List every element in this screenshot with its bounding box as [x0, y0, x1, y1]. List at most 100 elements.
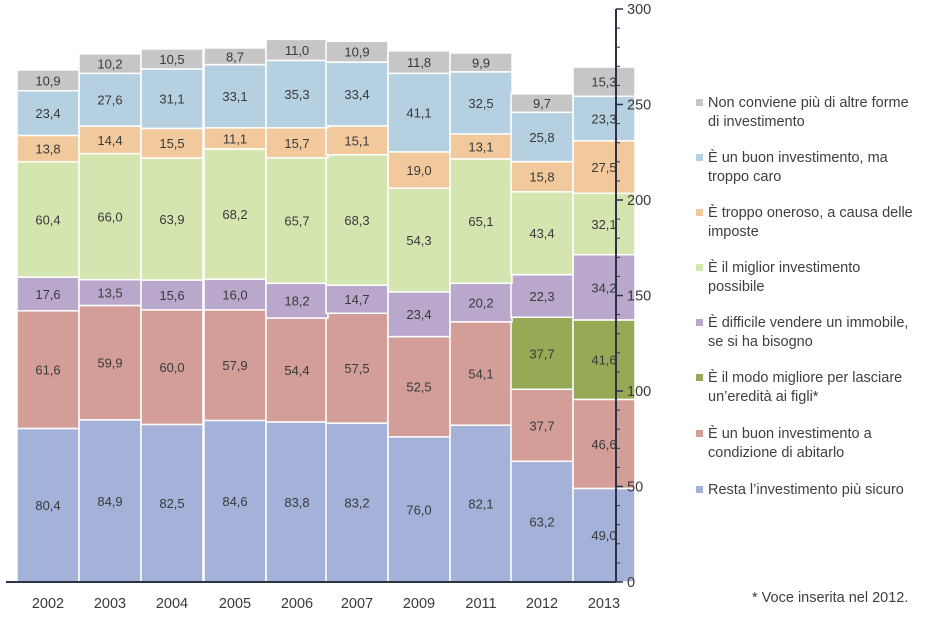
bar-value-label: 14,7: [344, 292, 369, 307]
bar-value-label: 82,1: [468, 497, 493, 512]
bar-value-label: 9,9: [472, 55, 490, 70]
bar-segment: [203, 419, 267, 583]
bar-value-label: 8,7: [226, 49, 244, 64]
bar-segment: [387, 187, 451, 293]
bar-value-label: 27,5: [591, 160, 616, 175]
bar-segment: [572, 319, 636, 401]
y-tick-label: 50: [627, 480, 643, 496]
bar-value-label: 57,9: [222, 358, 247, 373]
bar-value-label: 68,2: [222, 207, 247, 222]
legend-item: È un buon investimento a condizione di a…: [696, 425, 941, 463]
bar-value-label: 84,6: [222, 494, 247, 509]
bar-value-label: 15,1: [344, 133, 369, 148]
bar-value-label: 15,7: [284, 136, 309, 151]
x-tick-label: 2009: [403, 596, 435, 612]
legend-label: È un buon investimento, ma troppo caro: [708, 150, 888, 185]
bar-value-label: 14,4: [97, 133, 122, 148]
legend-label: È il miglior investimento possibile: [708, 260, 861, 295]
legend-swatch: [696, 430, 703, 437]
bar-value-label: 63,2: [529, 515, 554, 530]
bar-value-label: 54,1: [468, 367, 493, 382]
bar-segment: [572, 66, 636, 98]
footnote: * Voce inserita nel 2012.: [752, 590, 909, 606]
y-axis: 0 50 100 150 200 250 300: [6, 2, 651, 591]
bar-value-label: 20,2: [468, 296, 493, 311]
x-tick-label: 2013: [588, 596, 620, 612]
legend-label: È il modo migliore per lasciare un’eredi…: [708, 370, 903, 405]
bar-segment: [325, 422, 389, 583]
bar-value-label: 76,0: [406, 502, 431, 517]
x-tick-label: 2007: [341, 596, 373, 612]
bar-segment: [572, 253, 636, 321]
bar-segment: [449, 52, 513, 73]
legend-item: Resta l’investimento più sicuro: [696, 481, 941, 500]
legend-swatch: [696, 154, 703, 161]
bar-segment: [140, 127, 204, 159]
bar-value-label: 17,6: [35, 287, 60, 302]
bar-value-label: 63,9: [159, 212, 184, 227]
y-tick-label: 100: [627, 384, 651, 400]
x-axis-labels: 2002 2003 2004 2005 2006 2007 2009 2011 2012 2013: [32, 596, 620, 612]
bar-segment: [203, 309, 267, 422]
bar-value-label: 22,3: [529, 289, 554, 304]
bar-stacks: 80,4 84,9 82,5 84,6 83,8 83,2 76,0 82,1 63,2 49,0…: [16, 38, 636, 583]
bar-segment: [265, 282, 329, 319]
bar-value-label: 59,9: [97, 356, 122, 371]
bar-value-label: 10,9: [344, 45, 369, 60]
bar-value-label: 57,5: [344, 361, 369, 376]
x-tick-label: 2012: [526, 596, 558, 612]
bar-value-label: 13,1: [468, 139, 493, 154]
bar-segment: [572, 398, 636, 490]
bar-value-label: 15,5: [159, 136, 184, 151]
bar-segment: [510, 93, 574, 114]
x-tick-label: 2003: [94, 596, 126, 612]
bar-value-label: 23,3: [591, 112, 616, 127]
bar-value-label: 23,4: [35, 106, 60, 121]
bar-segment: [510, 388, 574, 463]
bar-segment: [572, 487, 636, 583]
bar-segment: [140, 68, 204, 130]
bar-value-label: 10,9: [35, 73, 60, 88]
bar-value-label: 83,8: [284, 495, 309, 510]
bar-value-label: 27,6: [97, 93, 122, 108]
bar-value-label: 66,0: [97, 210, 122, 225]
bar-value-label: 41,6: [591, 353, 616, 368]
y-tick-label: 250: [627, 98, 651, 114]
bar-value-label: 54,3: [406, 233, 431, 248]
bar-value-label: 15,3: [591, 75, 616, 90]
bar-value-label: 65,7: [284, 214, 309, 229]
bar-value-label: 33,1: [222, 89, 247, 104]
bar-value-label: 9,7: [533, 96, 551, 111]
bar-value-label: 33,4: [344, 87, 369, 102]
bar-value-label: 15,6: [159, 288, 184, 303]
bar-value-label: 46,6: [591, 437, 616, 452]
y-tick-label: 300: [627, 2, 651, 18]
bar-value-label: 84,9: [97, 494, 122, 509]
bar-value-label: 37,7: [529, 346, 554, 361]
bar-segment: [265, 127, 329, 159]
y-tick-label: 0: [627, 575, 635, 591]
bar-segment: [387, 72, 451, 153]
legend-item: È troppo oneroso, a causa delle imposte: [696, 204, 941, 242]
y-tick-label: 200: [627, 193, 651, 209]
bar-value-label: 60,4: [35, 212, 60, 227]
bar-value-label: 49,0: [591, 528, 616, 543]
legend-swatch: [696, 486, 703, 493]
legend-label: Non conviene più di altre forme di inves…: [708, 95, 909, 130]
y-tick-label: 150: [627, 289, 651, 305]
bar-segment: [140, 309, 204, 426]
bar-segment: [572, 140, 636, 195]
bar-value-label: 31,1: [159, 92, 184, 107]
bar-value-label: 65,1: [468, 214, 493, 229]
bar-segment: [572, 192, 636, 256]
x-tick-label: 2011: [465, 596, 496, 612]
bar-value-label: 10,5: [159, 52, 184, 67]
bar-value-label: 80,4: [35, 498, 60, 513]
legend-item: È difficile vendere un immobile, se si h…: [696, 314, 941, 352]
bar-segment: [387, 335, 451, 438]
bar-value-label: 34,2: [591, 280, 616, 295]
bar-segment: [449, 321, 513, 426]
legend-label: È difficile vendere un immobile, se si h…: [708, 315, 909, 350]
bar-value-label: 82,5: [159, 496, 184, 511]
